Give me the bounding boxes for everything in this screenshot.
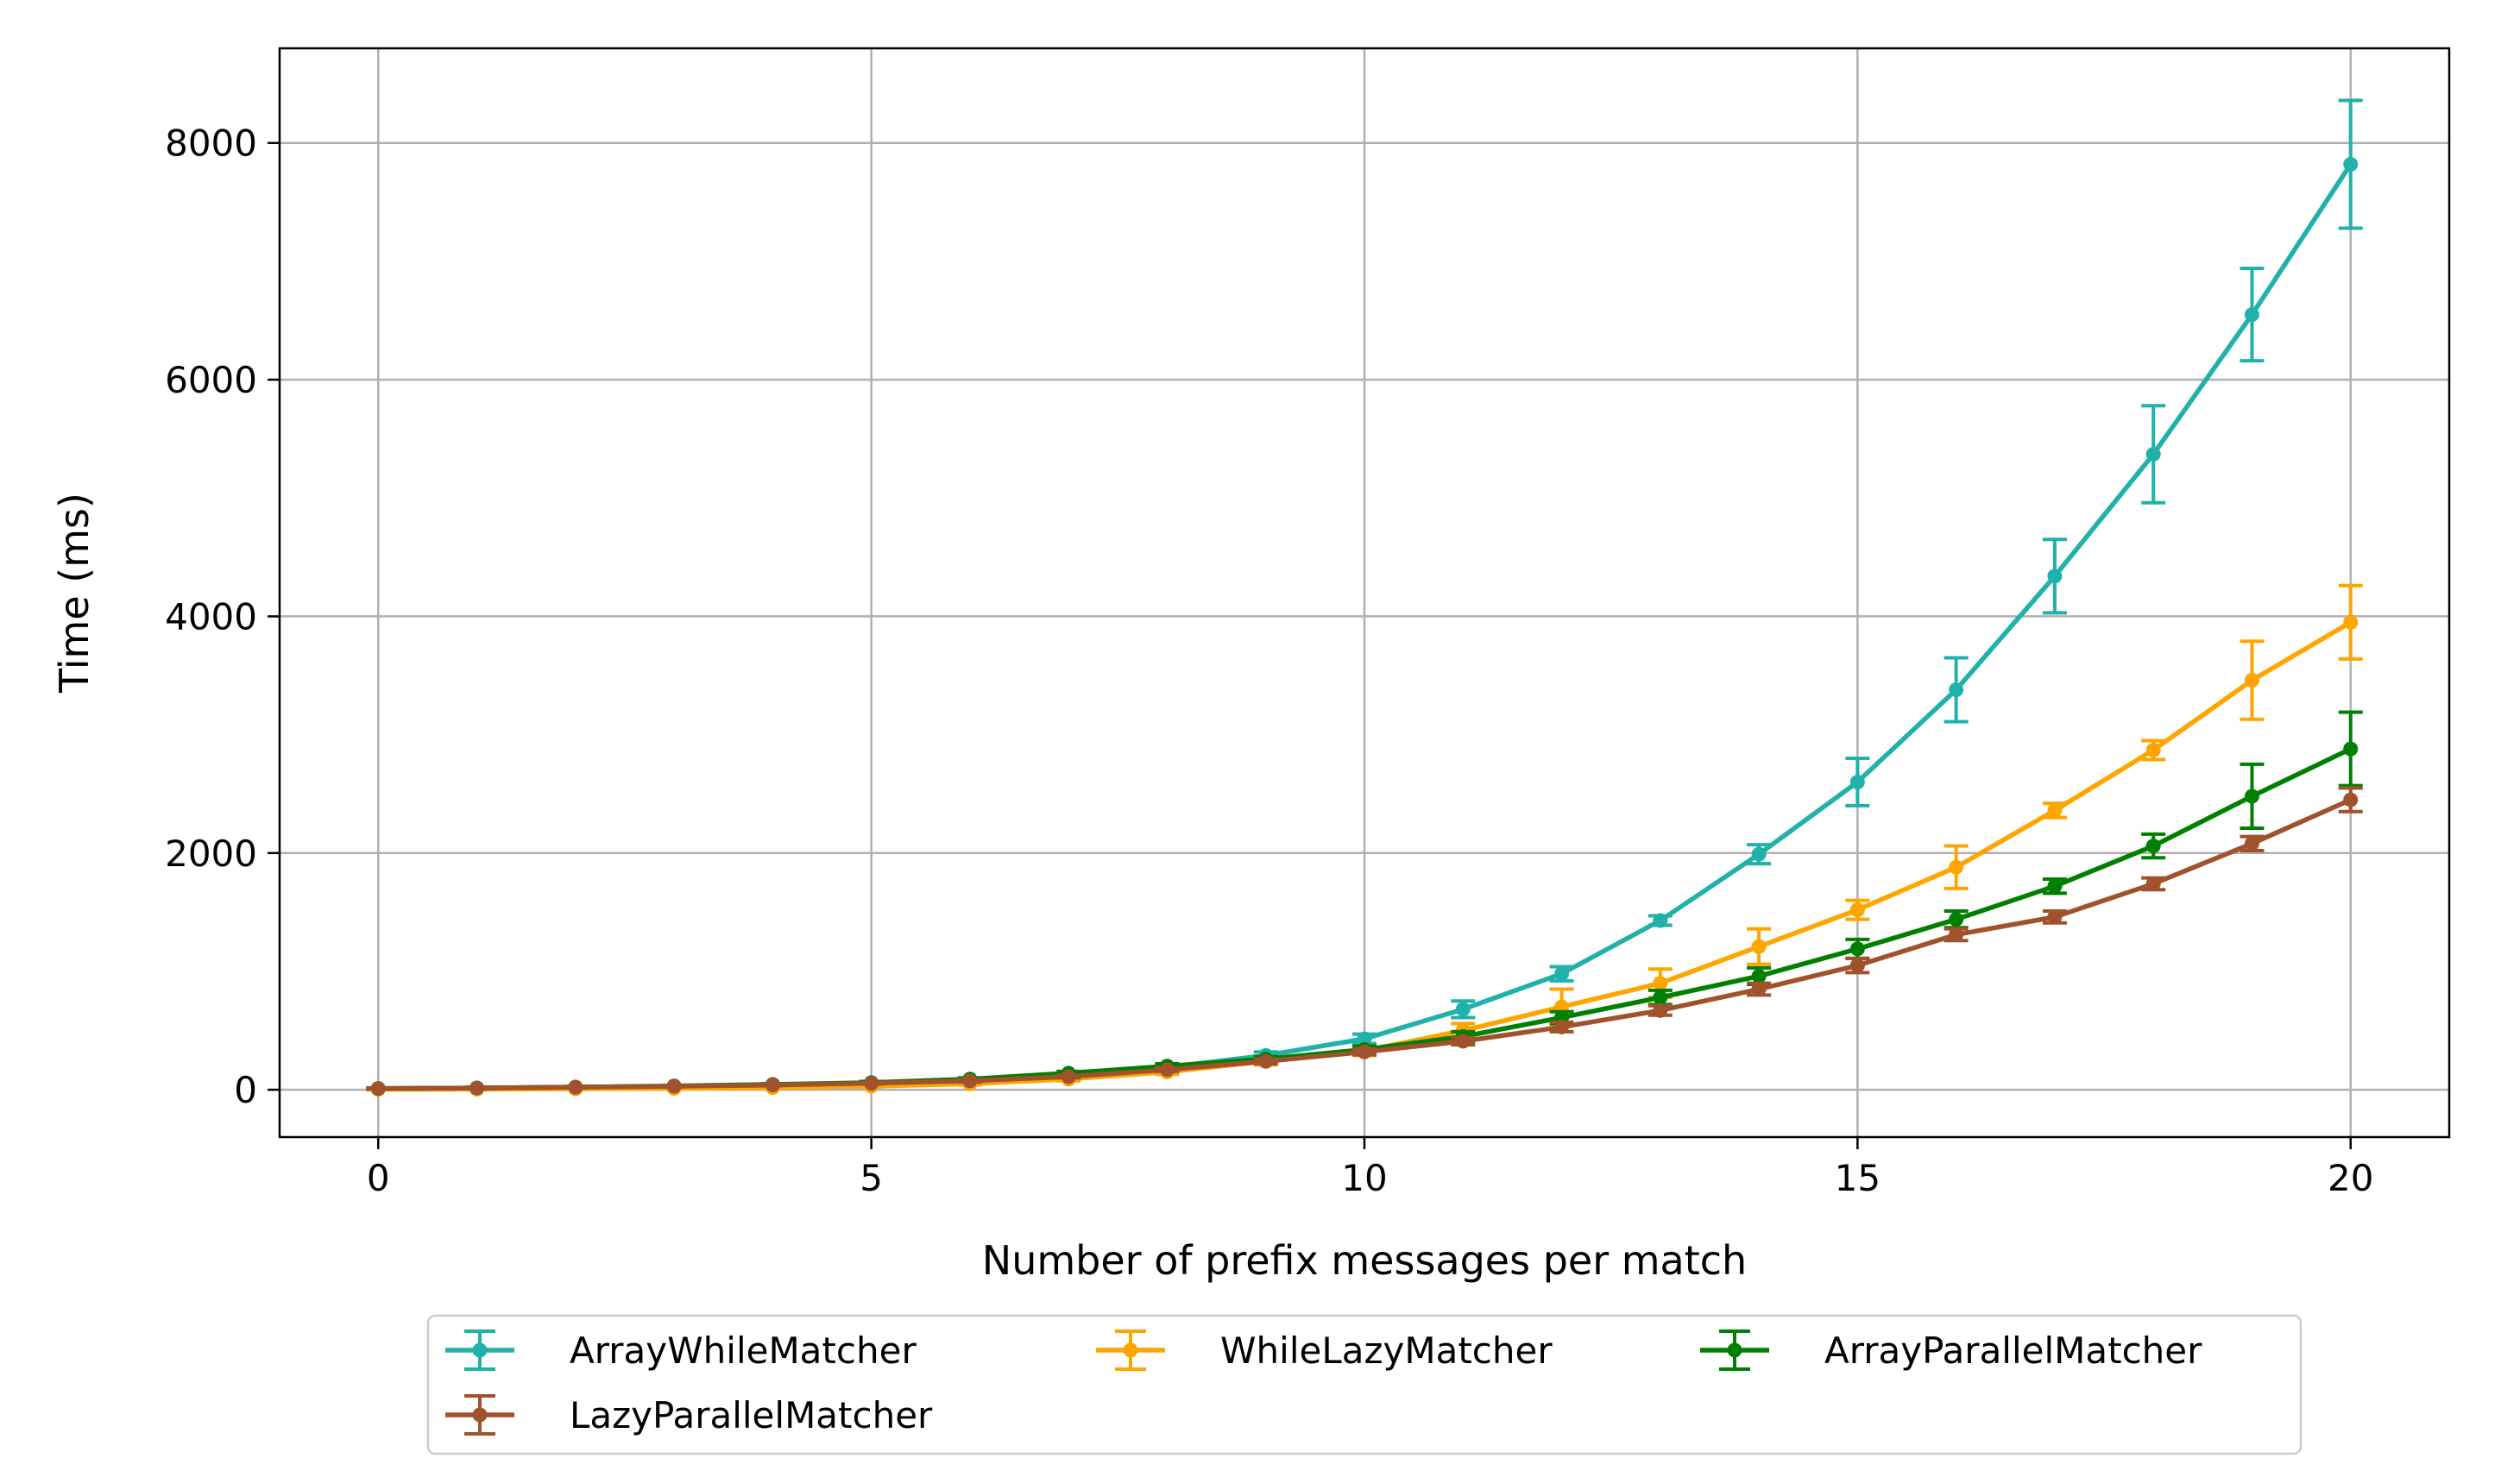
data-point	[1751, 939, 1767, 954]
legend-marker	[1727, 1342, 1742, 1358]
data-point	[2145, 876, 2161, 891]
data-point	[1751, 968, 1767, 984]
data-point	[1554, 1019, 1570, 1034]
y-tick-label: 0	[234, 1069, 257, 1111]
data-point	[1357, 1031, 1372, 1046]
data-point	[568, 1079, 583, 1095]
legend-marker	[1123, 1342, 1138, 1358]
data-point	[1653, 990, 1668, 1005]
x-axis-label: Number of prefix messages per match	[982, 1237, 1747, 1284]
data-point	[2343, 156, 2359, 172]
data-point	[2343, 741, 2359, 757]
data-point	[1357, 1044, 1372, 1059]
data-point	[1849, 941, 1865, 957]
data-point	[1849, 774, 1865, 789]
legend-marker	[472, 1407, 488, 1423]
x-tick-label: 10	[1341, 1157, 1387, 1199]
data-point	[1849, 902, 1865, 918]
data-point	[1949, 682, 1964, 697]
data-point	[2047, 909, 2063, 925]
data-point	[1653, 1002, 1668, 1018]
legend-entry: WhileLazyMatcher	[1096, 1329, 1553, 1372]
legend-label: ArrayWhileMatcher	[570, 1329, 917, 1372]
data-point	[1455, 1002, 1471, 1017]
x-tick-label: 5	[860, 1157, 883, 1199]
y-tick-label: 4000	[165, 595, 257, 638]
data-point	[765, 1078, 780, 1093]
series-LazyParallelMatcher	[366, 786, 2363, 1097]
data-point	[1751, 846, 1767, 862]
axis-ticks: 0 5 10 15 20 0 2000 4000 6000 8000	[165, 123, 2373, 1199]
data-point	[2047, 569, 2063, 584]
data-point	[2244, 307, 2259, 323]
data-point	[370, 1081, 386, 1097]
legend-entry: LazyParallelMatcher	[445, 1394, 933, 1436]
data-point	[2145, 447, 2161, 462]
y-tick-label: 8000	[165, 123, 257, 165]
legend-entry: ArrayWhileMatcher	[445, 1329, 917, 1372]
data-point	[1949, 859, 1964, 875]
data-point	[2145, 839, 2161, 854]
y-tick-label: 2000	[165, 833, 257, 875]
data-point	[1554, 966, 1570, 982]
data-point	[666, 1078, 682, 1094]
series-layer	[366, 98, 2363, 1097]
data-point	[2343, 792, 2359, 808]
data-point	[1849, 958, 1865, 973]
data-point	[1455, 1034, 1471, 1049]
legend-label: LazyParallelMatcher	[570, 1394, 933, 1436]
legend-entry: ArrayParallelMatcher	[1700, 1329, 2202, 1372]
x-tick-label: 15	[1835, 1157, 1881, 1199]
x-tick-label: 20	[2328, 1157, 2373, 1199]
data-point	[1949, 912, 1964, 927]
data-point	[469, 1080, 485, 1096]
x-tick-label: 0	[367, 1157, 390, 1199]
legend-marker	[472, 1342, 488, 1358]
y-axis-label: Time (ms)	[51, 493, 98, 694]
data-point	[1949, 927, 1964, 942]
data-point	[1751, 982, 1767, 997]
data-point	[1653, 976, 1668, 991]
data-point	[962, 1073, 978, 1089]
data-point	[2047, 878, 2063, 894]
data-point	[1653, 913, 1668, 928]
data-point	[1159, 1062, 1175, 1078]
data-point	[2145, 742, 2161, 757]
data-point	[1061, 1069, 1076, 1084]
legend-box	[426, 1314, 2303, 1455]
legend-label: ArrayParallelMatcher	[1824, 1329, 2202, 1372]
data-point	[2244, 789, 2259, 804]
legend: ArrayWhileMatcher WhileLazyMatcher ArrayPa…	[426, 1314, 2303, 1455]
data-point	[2244, 673, 2259, 688]
y-tick-label: 6000	[165, 359, 257, 401]
data-point	[1258, 1053, 1274, 1069]
data-point	[2244, 836, 2259, 852]
grid-lines	[280, 48, 2449, 1137]
data-point	[2047, 802, 2063, 818]
data-point	[864, 1076, 879, 1091]
data-point	[2343, 614, 2359, 630]
legend-label: WhileLazyMatcher	[1220, 1329, 1553, 1372]
